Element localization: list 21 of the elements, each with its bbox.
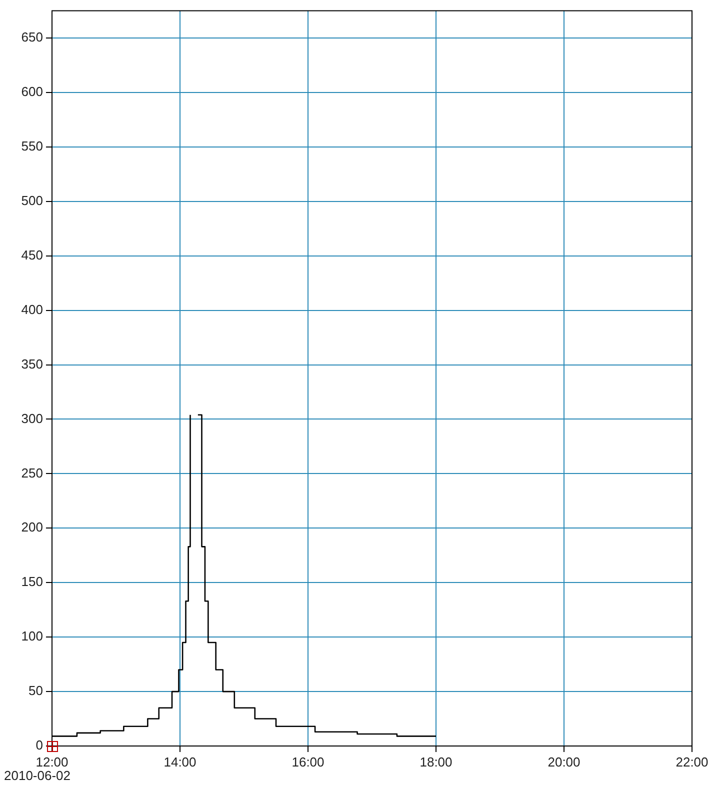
x-tick-label: 14:00 xyxy=(164,754,196,770)
text: 2010-06-02 xyxy=(4,768,70,784)
y-tick-label: 150 xyxy=(21,574,43,590)
y-tick-label: 400 xyxy=(21,302,43,317)
y-tick-label: 50 xyxy=(28,683,43,698)
y-tick-label: 250 xyxy=(21,465,43,480)
y-tick-label: 300 xyxy=(21,410,43,426)
y-tick-label: 0 xyxy=(36,738,43,753)
y-tick-label: 100 xyxy=(21,628,43,644)
x-tick-label: 22:00 xyxy=(676,754,708,770)
y-tick-label: 650 xyxy=(21,30,43,45)
x-tick-label: 12:00 xyxy=(36,754,68,770)
y-tick-label: 600 xyxy=(21,84,43,100)
x-tick-label: 16:00 xyxy=(292,754,324,770)
x-tick-label: 18:00 xyxy=(420,754,452,770)
y-tick-label: 200 xyxy=(21,520,43,535)
y-tick-label: 450 xyxy=(21,247,43,262)
y-tick-label: 550 xyxy=(21,138,43,154)
x-tick-label: 20:00 xyxy=(548,754,580,770)
y-tick-label: 350 xyxy=(21,356,43,372)
y-tick-label: 500 xyxy=(21,192,43,208)
